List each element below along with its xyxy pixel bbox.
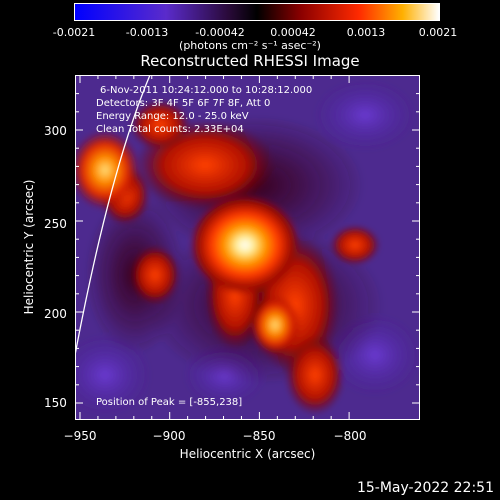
x-tick-label: −950 (63, 429, 97, 443)
annotation-detectors: Detectors: 3F 4F 5F 6F 7F 8F, Att 0 (96, 98, 271, 109)
chart-title: Reconstructed RHESSI Image (140, 52, 360, 70)
colorbar (74, 3, 440, 21)
colorbar-tick: -0.00042 (195, 26, 245, 39)
plot-frame (75, 75, 420, 420)
x-tick-label: −800 (333, 429, 367, 443)
y-axis-label: Heliocentric Y (arcsec) (22, 179, 36, 315)
y-tick-label: 200 (44, 307, 67, 321)
heatmap-plot (75, 75, 420, 420)
y-tick-label: 250 (44, 217, 67, 231)
x-tick-label: −850 (242, 429, 276, 443)
x-axis-label: Heliocentric X (arcsec) (179, 447, 316, 461)
colorbar-tick: 0.00042 (270, 26, 316, 39)
colorbar-tick: 0.0021 (418, 26, 458, 39)
x-tick-label: −900 (152, 429, 186, 443)
annotation-time-range: 6-Nov-2011 10:24:12.000 to 10:28:12.000 (100, 85, 313, 96)
solar-limb-line (75, 75, 151, 356)
colorbar-tick: -0.0021 (52, 26, 96, 39)
annotation-energy-range: Energy Range: 12.0 - 25.0 keV (96, 111, 249, 122)
annotation-total-counts: Clean Total counts: 2.33E+04 (96, 124, 244, 135)
axis-tick-marks (75, 75, 420, 420)
colorbar-tick: -0.0013 (125, 26, 169, 39)
footer-timestamp: 15-May-2022 22:51 (356, 480, 494, 496)
annotation-peak-position: Position of Peak = [-855,238] (96, 397, 243, 408)
colorbar-units: (photons cm⁻² s⁻¹ asec⁻²) (179, 39, 321, 52)
y-tick-label: 150 (44, 396, 67, 410)
heatmap-field (75, 80, 420, 415)
colorbar-tick: 0.0013 (346, 26, 386, 39)
y-tick-label: 300 (44, 124, 67, 138)
